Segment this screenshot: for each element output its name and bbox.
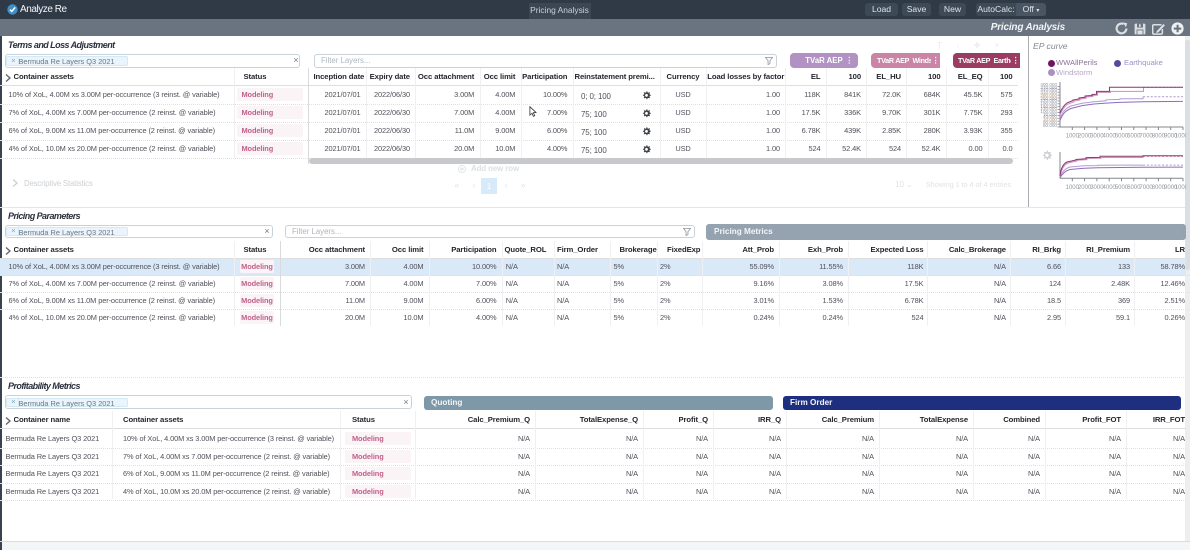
svg-text:8000: 8000	[1152, 185, 1166, 191]
svg-text:10000: 10000	[1175, 185, 1186, 191]
svg-text:1000: 1000	[1066, 185, 1080, 191]
svg-text:3000: 3000	[1090, 134, 1104, 139]
svg-text:1000: 1000	[1066, 134, 1080, 139]
svg-text:5000: 5000	[1115, 185, 1129, 191]
svg-text:6000: 6000	[1127, 134, 1141, 139]
svg-text:6000: 6000	[1127, 185, 1141, 191]
svg-text:5000: 5000	[1115, 134, 1129, 139]
svg-text:8000: 8000	[1152, 134, 1166, 139]
svg-text:4000: 4000	[1103, 185, 1117, 191]
svg-text:10000: 10000	[1175, 134, 1186, 139]
svg-text:9000: 9000	[1164, 185, 1178, 191]
svg-text:9000: 9000	[1164, 134, 1178, 139]
svg-text:7000: 7000	[1139, 185, 1153, 191]
svg-text:2000: 2000	[1078, 134, 1092, 139]
svg-text:2000: 2000	[1078, 185, 1092, 191]
svg-text:4000: 4000	[1103, 134, 1117, 139]
svg-text:7000: 7000	[1139, 134, 1153, 139]
svg-text:3000: 3000	[1090, 185, 1104, 191]
